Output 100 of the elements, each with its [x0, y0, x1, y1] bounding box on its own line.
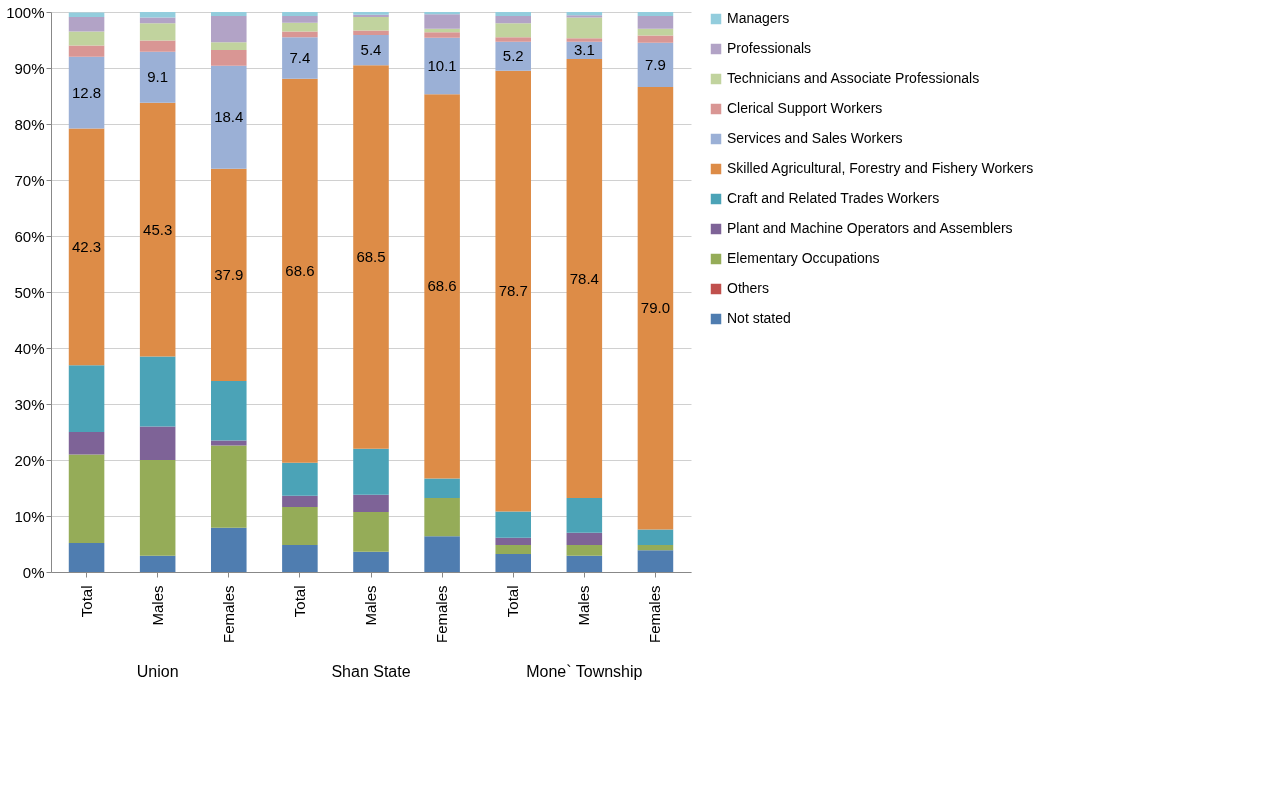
- bar: [495, 41, 531, 71]
- data-label: 45.3: [143, 220, 173, 238]
- y-tick-label: 100%: [6, 3, 45, 21]
- bar: [495, 554, 531, 572]
- bar: [282, 495, 318, 508]
- data-label: 78.4: [569, 269, 599, 287]
- bar: [353, 494, 389, 513]
- bar: [68, 128, 105, 366]
- bar: [68, 31, 105, 46]
- y-tick-label: 70%: [14, 171, 45, 189]
- bar: [495, 23, 531, 38]
- data-label: 5.2: [502, 47, 524, 65]
- data-label: 78.7: [498, 282, 528, 300]
- bar: [353, 30, 389, 35]
- data-label: 68.6: [427, 277, 457, 295]
- bar: [424, 94, 460, 479]
- bar: [495, 511, 531, 538]
- bar: [211, 65, 247, 169]
- bar: [282, 507, 318, 546]
- bar: [139, 51, 176, 103]
- bar: [424, 32, 460, 38]
- bar: [353, 512, 389, 552]
- x-tick-label: Total: [504, 585, 522, 618]
- data-label: 7.4: [289, 48, 311, 66]
- bar: [637, 529, 674, 546]
- legend-label: Elementary Occupations: [727, 250, 880, 266]
- y-tick-label: 80%: [14, 115, 45, 133]
- bar: [211, 440, 247, 446]
- bar: [68, 56, 105, 129]
- bar: [566, 555, 603, 572]
- legend-label: Managers: [727, 10, 790, 26]
- bar: [282, 12, 318, 16]
- bar: [139, 555, 176, 572]
- bar: [566, 59, 603, 499]
- bar: [637, 42, 674, 88]
- bar: [637, 550, 674, 572]
- y-tick-label: 50%: [14, 283, 45, 301]
- bar: [566, 545, 603, 556]
- bar: [566, 17, 603, 39]
- text: Shan State: [331, 663, 411, 680]
- bar: [282, 462, 318, 496]
- bar: [424, 12, 460, 15]
- bar: [353, 65, 389, 449]
- bar: [637, 35, 674, 43]
- bar: [353, 34, 389, 66]
- y-tick-label: 20%: [14, 451, 45, 469]
- bar: [495, 12, 531, 16]
- x-tick-label: Total: [290, 585, 308, 618]
- x-tick-label: Males: [575, 585, 593, 626]
- bar: [139, 356, 176, 427]
- bar: [495, 537, 531, 546]
- data-label: 7.9: [645, 55, 666, 73]
- bar: [637, 12, 674, 16]
- data-label: 9.1: [147, 68, 169, 86]
- bar: [68, 365, 105, 432]
- data-label: 18.4: [214, 108, 244, 126]
- bar: [566, 498, 603, 533]
- x-tick-label: Females: [646, 585, 664, 644]
- data-label: 79.0: [640, 299, 671, 317]
- bar: [211, 42, 247, 51]
- bar: [566, 532, 603, 546]
- legend-label: Professionals: [727, 40, 812, 56]
- y-tick-label: 10%: [14, 507, 45, 525]
- data-label: 42.3: [71, 237, 102, 255]
- bar: [424, 478, 460, 499]
- legend-label: Not stated: [727, 310, 791, 326]
- data-label: 5.4: [360, 41, 382, 59]
- x-tick-label: Females: [433, 585, 451, 644]
- bar: [68, 454, 105, 543]
- bar: [495, 15, 531, 24]
- bar: [424, 498, 460, 537]
- x-tick-label: Females: [219, 585, 237, 644]
- bar: [353, 17, 389, 31]
- bar: [139, 426, 176, 460]
- legend-label: Services and Sales Workers: [727, 130, 903, 146]
- bar: [139, 102, 176, 357]
- bar: [211, 50, 247, 66]
- x-tick-label: Males: [148, 585, 166, 626]
- bar: [637, 15, 674, 29]
- bar: [353, 551, 389, 572]
- bar: [424, 28, 460, 33]
- legend-label: Craft and Related Trades Workers: [727, 190, 940, 206]
- bar: [566, 38, 603, 42]
- bar: [495, 70, 531, 512]
- bar: [139, 460, 176, 556]
- bar: [424, 14, 460, 29]
- bar: [139, 12, 176, 18]
- bar: [495, 37, 531, 42]
- bar: [282, 545, 318, 572]
- bar: [424, 37, 460, 95]
- legend-label: Skilled Agricultural, Forestry and Fishery Workers: [727, 160, 1034, 176]
- bar: [637, 28, 674, 36]
- bar: [68, 542, 105, 572]
- y-tick-label: 90%: [14, 59, 45, 77]
- legend-label: Clerical Support Workers: [727, 100, 883, 116]
- legend-label: Plant and Machine Operators and Assemblers: [727, 220, 1013, 236]
- bar: [282, 78, 318, 463]
- y-tick-label: 40%: [14, 339, 45, 357]
- bar: [211, 15, 247, 43]
- bar: [353, 448, 389, 495]
